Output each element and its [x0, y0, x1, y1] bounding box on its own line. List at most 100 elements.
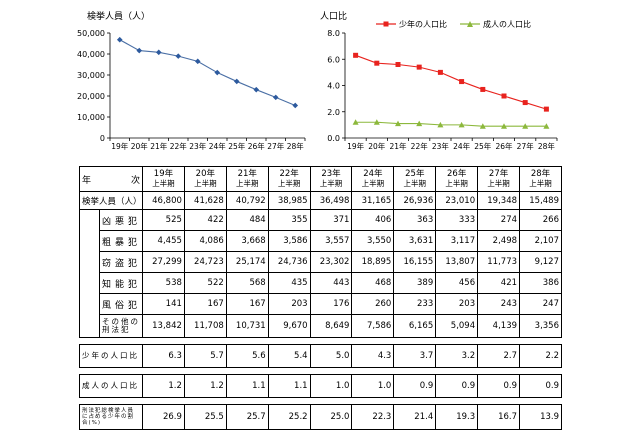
- table-cell: 274: [477, 209, 521, 231]
- table-column-header: 21年 上半期: [225, 166, 269, 192]
- table-cell: 3,668: [225, 230, 269, 252]
- table-cell: 522: [183, 272, 227, 294]
- column-year: 28年: [530, 169, 551, 179]
- table-row-sub: 窃盗犯 27,299 24,723 25,174 24,736 23,302 18,895 1…: [80, 251, 562, 273]
- table-cell: 16,155: [393, 251, 437, 273]
- c2-series-1-point: [373, 119, 380, 125]
- legend-adult-label: 成人の人口比: [483, 19, 531, 29]
- table-cell: 1.1: [267, 374, 311, 398]
- table-cell: 1.0: [351, 374, 395, 398]
- table-cell: 8,649: [309, 314, 353, 338]
- c2-series-1-point: [522, 123, 529, 129]
- table-cell: 247: [519, 293, 562, 315]
- table-cell: 2.2: [519, 344, 562, 368]
- table-cell-total: 40,792: [225, 191, 269, 210]
- table-cell: 333: [435, 209, 479, 231]
- data-table-body: 年次 19年 上半期 20年 上半期 21年 上半期 22年 上半期 23年 上半期 24年 上半期 25…: [79, 166, 562, 430]
- chart1-axes: [107, 32, 306, 141]
- c2-series-0-point: [374, 60, 380, 66]
- table-cell: 3.2: [435, 344, 479, 368]
- c1-x-tick-label: 23年: [189, 141, 207, 151]
- c2-series-1-point: [479, 123, 486, 129]
- table-cell: 0.9: [393, 374, 437, 398]
- table-cell: 167: [183, 293, 227, 315]
- table-cell-total: 19,348: [477, 191, 521, 210]
- c1-y-tick-label: 50,000: [77, 29, 105, 38]
- c2-x-tick-label: 20年: [368, 141, 386, 151]
- c2-series-0-point: [437, 69, 443, 75]
- c2-y-tick-label: 0.0: [327, 134, 340, 143]
- table-cell: 0.9: [519, 374, 562, 398]
- table-cell: 5.7: [183, 344, 227, 368]
- c2-x-tick-label: 25年: [474, 141, 492, 151]
- table-cell: 0.9: [477, 374, 521, 398]
- table-cell: 176: [309, 293, 353, 315]
- row-label-sub: 凶悪犯: [99, 209, 143, 231]
- table-cell: 3,550: [351, 230, 395, 252]
- table-row-adult-ratio: 成人の人口比 1.2 1.2 1.1 1.1 1.0 1.0 0.9 0.9 0.9 0.9: [79, 374, 562, 398]
- table-cell: 4,139: [477, 314, 521, 338]
- table-cell: 24,723: [183, 251, 227, 273]
- column-period: 上半期: [445, 179, 468, 188]
- column-year: 19年: [153, 169, 174, 179]
- table-cell: 203: [267, 293, 311, 315]
- c2-series-1-point: [543, 123, 550, 129]
- c2-y-tick-label: 4.0: [327, 82, 340, 91]
- table-row-total: 検挙人員（人） 46,800 41,628 40,792 38,985 36,498 31,…: [79, 191, 562, 210]
- table-cell: 5.4: [267, 344, 311, 368]
- gap-cell: [79, 367, 562, 375]
- c1-series-0-point: [136, 47, 143, 54]
- table-cell: 6,165: [393, 314, 437, 338]
- table-column-header: 23年 上半期: [309, 166, 353, 192]
- table-cell: 13,842: [142, 314, 185, 338]
- corner-right-label: 次: [130, 175, 140, 186]
- table-cell: 2,498: [477, 230, 521, 252]
- column-period: 上半期: [277, 179, 301, 188]
- chart2-title: 人口比: [320, 10, 347, 22]
- table-cell: 243: [477, 293, 521, 315]
- table-cell-total: 41,628: [183, 191, 227, 210]
- table-cell: 233: [393, 293, 437, 315]
- table-cell: 260: [351, 293, 395, 315]
- table-cell: 3.7: [393, 344, 437, 368]
- column-period: 上半期: [529, 179, 552, 188]
- table-row-sub: 風俗犯 141 167 167 203 176 260 233 203 243 247: [80, 293, 562, 315]
- column-period: 上半期: [194, 179, 217, 188]
- table-column-header: 25年 上半期: [393, 166, 437, 192]
- table-corner-header: 年次: [79, 166, 143, 192]
- table-cell-total: 38,985: [267, 191, 311, 210]
- table-cell: 363: [393, 209, 437, 231]
- chart2-y-tick-labels: 0.0 2.0 4.0 6.0 8.0: [327, 29, 340, 143]
- c2-x-tick-label: 22年: [411, 141, 429, 151]
- row-label-sub: 風俗犯: [99, 293, 143, 315]
- table-cell: 435: [267, 272, 311, 294]
- c1-x-tick-label: 25年: [228, 141, 246, 151]
- c1-x-tick-label: 19年: [111, 141, 129, 151]
- c2-x-tick-label: 24年: [453, 141, 471, 151]
- table-gap-row: [79, 367, 562, 375]
- row-indent-cell: [79, 209, 100, 338]
- column-year: 27年: [488, 169, 509, 179]
- c2-series-0-point: [501, 93, 507, 99]
- c1-x-tick-label: 24年: [209, 141, 227, 151]
- c2-series-0-point: [395, 62, 401, 67]
- column-year: 22年: [279, 169, 299, 179]
- table-cell: 266: [519, 209, 562, 231]
- table-cell: 23,302: [309, 251, 353, 273]
- table-cell: 406: [351, 209, 395, 231]
- c1-x-tick-label: 21年: [150, 141, 168, 151]
- table-row-sub: 知能犯 538 522 568 435 443 468 389 456 421 386: [80, 272, 562, 294]
- c1-x-tick-label: 26年: [248, 141, 266, 151]
- column-period: 上半期: [319, 179, 343, 188]
- c2-x-tick-label: 27年: [517, 141, 535, 151]
- column-year: 20年: [195, 169, 215, 179]
- table-cell-total: 23,010: [435, 191, 479, 210]
- chart2-series: [352, 52, 550, 129]
- table-cell: 3,356: [519, 314, 562, 338]
- c2-x-tick-label: 26年: [495, 141, 513, 151]
- c2-x-tick-label: 19年: [347, 141, 365, 151]
- chart2-axes: [342, 32, 558, 141]
- c2-x-tick-label: 21年: [389, 141, 407, 151]
- c1-series-0-point: [233, 78, 240, 85]
